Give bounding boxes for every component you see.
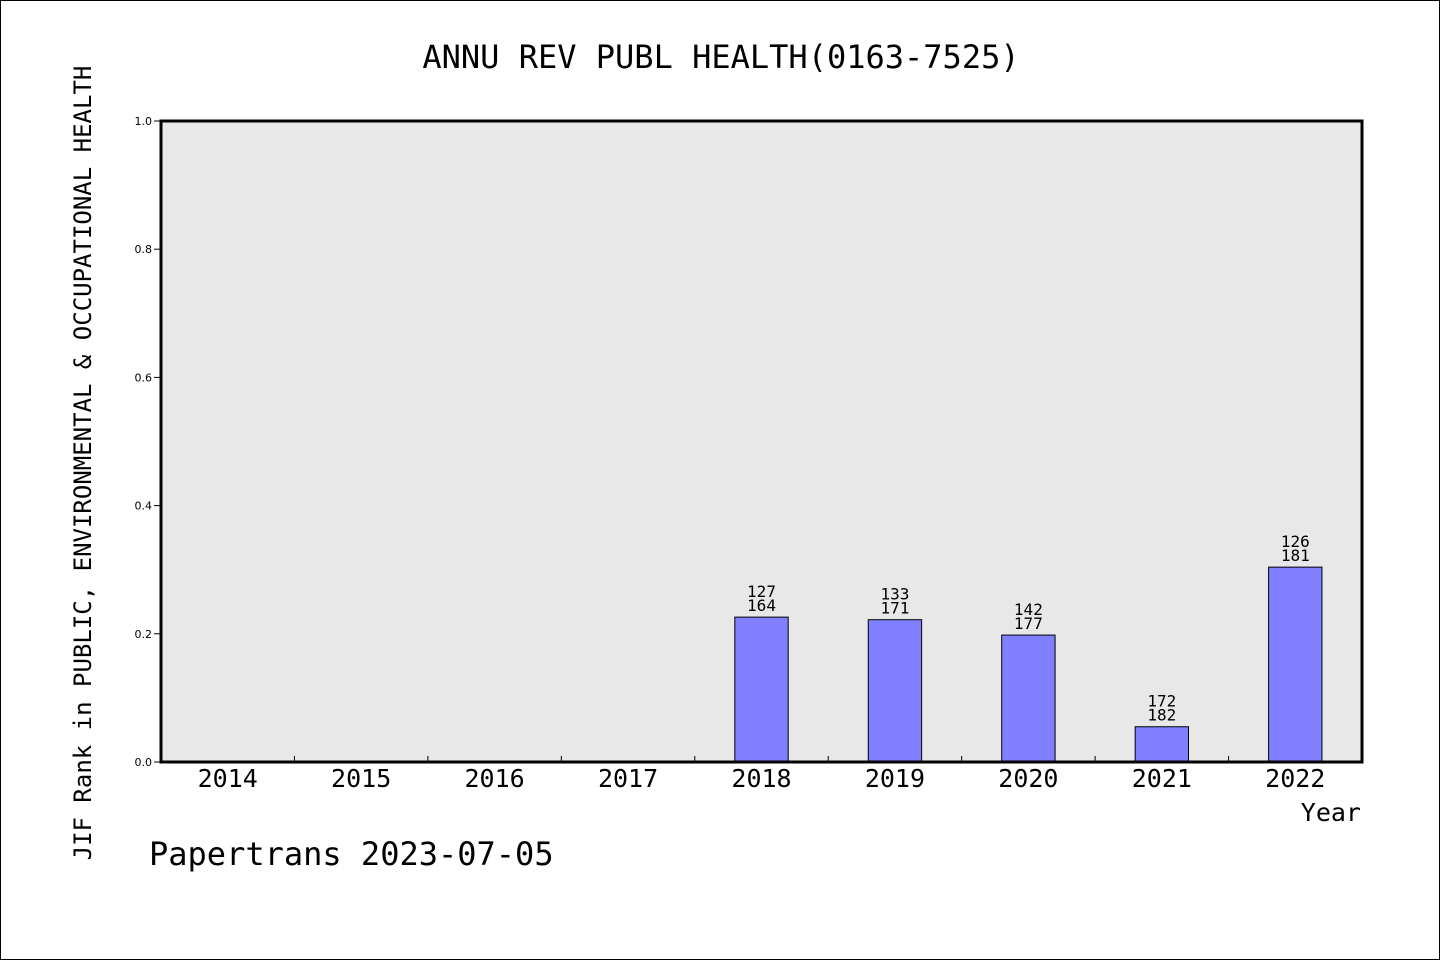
- y-tick-label: 0.0: [135, 756, 153, 769]
- footer-credit: Papertrans 2023-07-05: [149, 835, 554, 873]
- bars-group: [734, 566, 1323, 763]
- rank-label-top: 142: [1014, 600, 1043, 619]
- x-tick-label: 2019: [865, 764, 925, 793]
- plot-border: [159, 119, 1364, 764]
- rank-label-top: 133: [880, 585, 909, 604]
- rank-label-top: 172: [1147, 692, 1176, 711]
- x-tick-label: 2022: [1265, 764, 1325, 793]
- rank-label-top: 127: [747, 582, 776, 601]
- x-tick-label: 2014: [198, 764, 258, 793]
- rank-label-bottom: 164: [747, 596, 776, 615]
- y-axis-label: JIF Rank in PUBLIC, ENVIRONMENTAL & OCCU…: [69, 66, 97, 861]
- chart-title: ANNU REV PUBL HEALTH(0163-7525): [422, 38, 1019, 76]
- bar-2022: [1268, 566, 1323, 763]
- x-axis: 2014 2015 2016 2017 2018 2019 2020 2021 2022: [198, 756, 1325, 793]
- y-tick-label: 1.0: [135, 115, 153, 128]
- x-tick-label: 2018: [731, 764, 791, 793]
- x-tick-label: 2016: [465, 764, 525, 793]
- y-tick-label: 0.8: [135, 243, 153, 256]
- x-tick-label: 2017: [598, 764, 658, 793]
- y-tick-label: 0.4: [135, 500, 153, 513]
- rank-label-bottom: 171: [880, 599, 909, 618]
- x-tick-label: 2020: [998, 764, 1058, 793]
- y-axis: 0.0 0.2 0.4 0.6 0.8 1.0: [135, 115, 161, 769]
- rank-label-bottom: 182: [1147, 706, 1176, 725]
- bar-2020: [1001, 634, 1056, 763]
- bar-2019: [867, 619, 923, 763]
- x-tick-label: 2021: [1132, 764, 1192, 793]
- rank-label-bottom: 181: [1281, 546, 1310, 565]
- rank-label-bottom: 177: [1014, 614, 1043, 633]
- x-axis-label: Year: [1301, 798, 1361, 827]
- y-tick-label: 0.6: [135, 371, 153, 384]
- bar-2018: [734, 616, 789, 763]
- x-tick-label: 2015: [331, 764, 391, 793]
- y-tick-label: 0.2: [135, 628, 153, 641]
- rank-label-top: 126: [1281, 532, 1310, 551]
- bar-2021: [1134, 726, 1190, 763]
